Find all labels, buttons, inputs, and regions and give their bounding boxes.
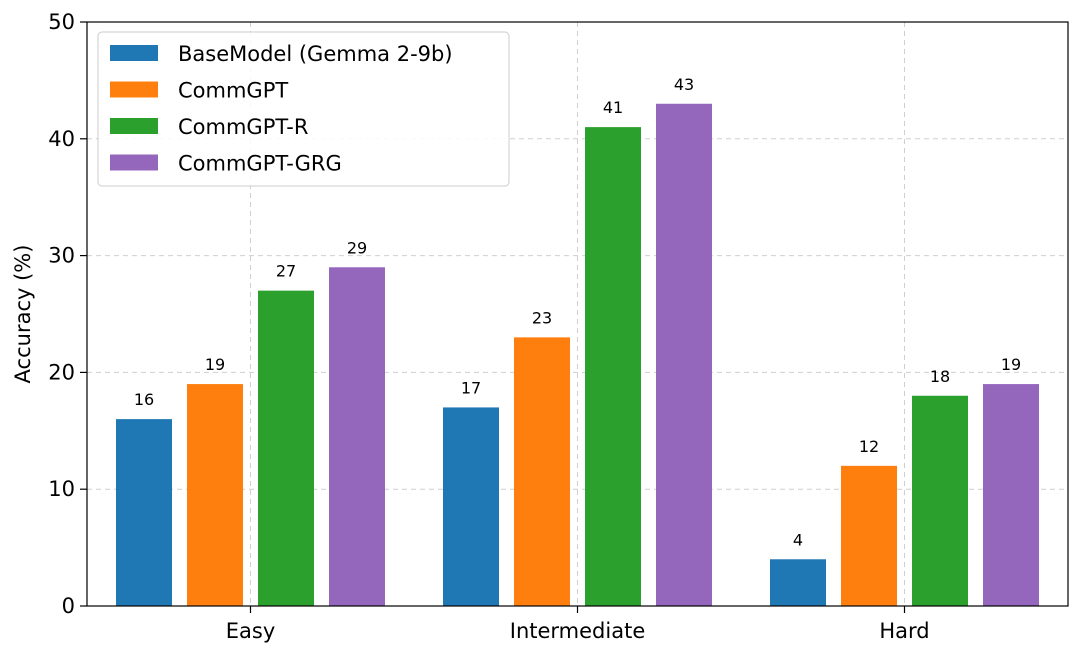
legend-label: CommGPT bbox=[178, 79, 288, 103]
x-tick-label: Intermediate bbox=[510, 619, 646, 643]
data-label: 16 bbox=[134, 390, 154, 409]
bar bbox=[585, 127, 641, 607]
x-tick-label: Easy bbox=[226, 619, 276, 643]
data-label: 19 bbox=[1001, 355, 1021, 374]
y-axis-title: Accuracy (%) bbox=[11, 245, 35, 384]
bar bbox=[912, 395, 968, 606]
legend-label: CommGPT-GRG bbox=[178, 152, 342, 176]
bar bbox=[656, 103, 712, 606]
bars bbox=[116, 103, 1039, 607]
bar bbox=[443, 407, 499, 606]
data-label: 23 bbox=[532, 308, 552, 327]
bar bbox=[841, 465, 897, 606]
legend-swatch bbox=[110, 154, 158, 171]
bar bbox=[116, 419, 172, 606]
legend-swatch bbox=[110, 118, 158, 134]
y-tick-label: 40 bbox=[48, 127, 75, 151]
legend: BaseModel (Gemma 2-9b) CommGPT CommGPT-R Co… bbox=[97, 31, 510, 187]
x-axis-ticks: Easy Intermediate Hard bbox=[226, 606, 930, 643]
data-label: 19 bbox=[205, 355, 225, 374]
data-label: 12 bbox=[859, 437, 879, 456]
legend-swatch bbox=[110, 81, 158, 98]
bar bbox=[770, 559, 826, 606]
y-tick-label: 20 bbox=[48, 360, 75, 384]
y-tick-label: 30 bbox=[48, 244, 75, 268]
data-label: 41 bbox=[603, 98, 623, 117]
bar bbox=[329, 267, 385, 606]
x-tick-label: Hard bbox=[879, 619, 929, 643]
data-labels: 16 17 4 19 23 12 27 41 18 29 43 19 bbox=[134, 75, 1021, 550]
bar bbox=[258, 290, 314, 606]
legend-label: CommGPT-R bbox=[178, 115, 308, 139]
data-label: 18 bbox=[930, 367, 950, 386]
bar bbox=[187, 384, 243, 606]
data-label: 27 bbox=[276, 262, 296, 281]
legend-box bbox=[97, 31, 510, 187]
legend-label: BaseModel (Gemma 2-9b) bbox=[178, 42, 453, 66]
bar bbox=[514, 337, 570, 606]
data-label: 4 bbox=[793, 530, 803, 549]
legend-swatch bbox=[110, 45, 158, 61]
y-axis-ticks: 0 10 20 30 40 50 bbox=[48, 10, 87, 618]
data-label: 17 bbox=[461, 378, 481, 397]
y-tick-label: 50 bbox=[48, 10, 75, 34]
data-label: 43 bbox=[674, 75, 694, 94]
y-tick-label: 0 bbox=[62, 594, 75, 618]
bar bbox=[983, 384, 1039, 606]
data-label: 29 bbox=[347, 238, 367, 257]
y-tick-label: 10 bbox=[48, 477, 75, 501]
